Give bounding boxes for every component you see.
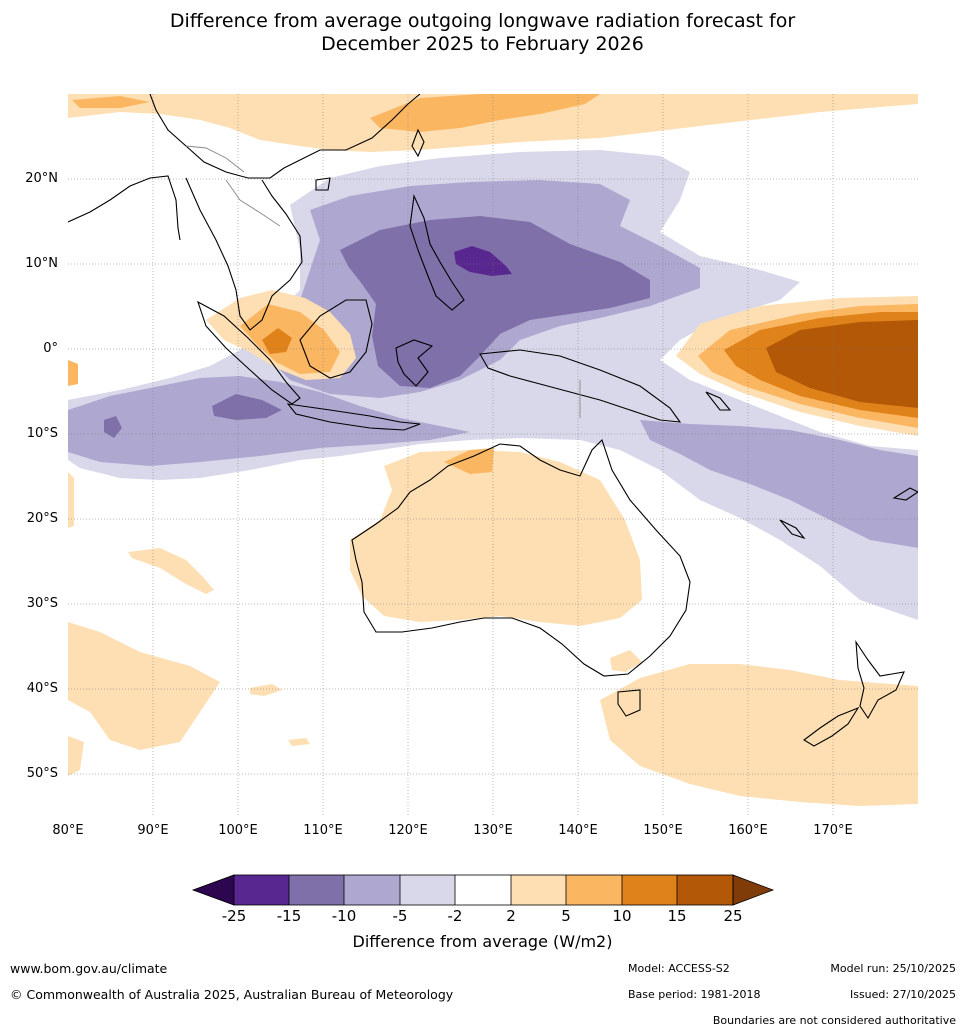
colorbar-tick-neg2: -2 bbox=[447, 907, 463, 925]
footer-disclaimer: Boundaries are not considered authoritat… bbox=[712, 1014, 956, 1027]
colorbar-tick-neg15: -15 bbox=[276, 907, 302, 925]
footer-base-period: Base period: 1981-2018 bbox=[628, 988, 761, 1001]
lon-label-170e: 170°E bbox=[813, 823, 853, 838]
anomaly-region-indian-cool-mid bbox=[68, 376, 470, 466]
coastline-taiwan bbox=[411, 128, 425, 158]
coastline-borneo bbox=[299, 299, 373, 379]
anomaly-region-china-warm bbox=[370, 94, 600, 132]
anomaly-region-top-end-warm bbox=[444, 448, 494, 474]
coastline-sumatra bbox=[197, 300, 301, 405]
colorbar-swatch-neg15 bbox=[234, 875, 289, 905]
anomaly-region-tasman-warm bbox=[600, 664, 918, 806]
footer-model: Model: ACCESS-S2 bbox=[628, 962, 730, 975]
colorbar-arrow-low bbox=[191, 874, 235, 906]
anomaly-region-south-indian-warm bbox=[68, 622, 220, 750]
lon-label-130e: 130°E bbox=[473, 823, 513, 838]
coastline-solomons bbox=[705, 391, 732, 411]
footer-model-run: Model run: 25/10/2025 bbox=[830, 962, 956, 975]
lat-label-10n: 10°N bbox=[25, 256, 58, 271]
anomaly-region-bass-warm bbox=[610, 650, 642, 672]
anomaly-region-indian-cool-strong-2 bbox=[104, 416, 122, 438]
coastline-new-guinea bbox=[479, 349, 682, 423]
anomaly-region-west-edge-warm bbox=[68, 472, 74, 528]
title-line-1: Difference from average outgoing longwav… bbox=[169, 10, 796, 32]
colorbar-tick-pos15: 15 bbox=[667, 907, 687, 925]
coastline-australia bbox=[351, 438, 691, 677]
lat-label-20n: 20°N bbox=[25, 171, 58, 186]
colorbar-swatch-pos2 bbox=[511, 875, 566, 905]
chart-title: Difference from average outgoing longwav… bbox=[0, 10, 965, 56]
coastline-nz-south bbox=[803, 706, 860, 747]
colorbar-swatch-neg2 bbox=[400, 875, 455, 905]
lat-label-0: 0° bbox=[43, 341, 58, 356]
anomaly-region-philippines-cool-extreme bbox=[454, 246, 512, 276]
colorbar-tick-neg25: -25 bbox=[221, 907, 247, 925]
coastline-sulawesi bbox=[395, 339, 434, 387]
footer-url[interactable]: www.bom.gov.au/climate bbox=[10, 961, 168, 976]
coastline-nz-north bbox=[855, 639, 905, 720]
coastline-fiji bbox=[892, 487, 918, 501]
graticule bbox=[68, 94, 918, 816]
lon-label-100e: 100°E bbox=[218, 823, 258, 838]
anomaly-region-northwest-warm bbox=[72, 96, 150, 108]
lat-label-50s: 50°S bbox=[26, 766, 58, 781]
lon-label-110e: 110°E bbox=[303, 823, 343, 838]
colorbar-tick-pos25: 25 bbox=[723, 907, 743, 925]
colorbar-swatch-neg10 bbox=[289, 875, 344, 905]
lon-label-120e: 120°E bbox=[388, 823, 428, 838]
colorbar-swatch-neg5 bbox=[344, 875, 400, 905]
anomaly-region-south-warm-small-2 bbox=[288, 738, 310, 746]
anomaly-region-borneo-warm-core bbox=[262, 328, 292, 354]
anomaly-region-west-edge-warm-2 bbox=[68, 360, 78, 386]
coastline-india bbox=[68, 175, 181, 241]
footer-issued: Issued: 27/10/2025 bbox=[849, 988, 956, 1001]
coastline-hainan bbox=[315, 177, 331, 191]
anomaly-region-south-warm-streak bbox=[128, 548, 214, 594]
coastlines bbox=[68, 94, 918, 747]
colorbar-swatch-pos15 bbox=[677, 875, 733, 905]
coastline-tasmania bbox=[617, 689, 641, 717]
colorbar-tick-neg10: -10 bbox=[331, 907, 357, 925]
anomaly-region-south-indian-warm-2 bbox=[68, 736, 84, 776]
anomaly-region-south-pacific-cool-mid bbox=[640, 420, 918, 548]
lat-label-30s: 30°S bbox=[26, 596, 58, 611]
colorbar-arrow-high bbox=[732, 874, 775, 906]
anomaly-region-indian-cool-strong bbox=[212, 394, 282, 420]
colorbar-tick-neg5: -5 bbox=[392, 907, 408, 925]
anomaly-region-wpac-cool-strong bbox=[340, 216, 650, 388]
lat-label-20s: 20°S bbox=[26, 511, 58, 526]
colorbar-swatch-zero bbox=[455, 875, 511, 905]
olr-anomaly-map bbox=[68, 94, 918, 816]
coastline-philippines bbox=[409, 194, 465, 311]
anomaly-region-north-warm bbox=[68, 94, 918, 152]
colorbar-tick-pos5: 5 bbox=[561, 907, 571, 925]
lon-label-90e: 90°E bbox=[137, 823, 169, 838]
lon-label-80e: 80°E bbox=[52, 823, 84, 838]
coastline-asia bbox=[149, 94, 421, 179]
lat-label-10s: 10°S bbox=[26, 426, 58, 441]
lon-label-140e: 140°E bbox=[558, 823, 598, 838]
border-indochina bbox=[225, 179, 281, 227]
colorbar-tick-pos10: 10 bbox=[612, 907, 632, 925]
colorbar bbox=[191, 874, 775, 906]
footer-copyright: © Commonwealth of Australia 2025, Austra… bbox=[10, 987, 454, 1002]
coastline-vanuatu bbox=[779, 519, 806, 540]
coastline-java bbox=[286, 403, 421, 431]
coastline-indochina bbox=[185, 177, 303, 331]
border-china-south bbox=[185, 145, 245, 173]
colorbar-swatch-pos10 bbox=[622, 875, 677, 905]
colorbar-tick-pos2: 2 bbox=[506, 907, 516, 925]
colorbar-swatch-pos5 bbox=[566, 875, 622, 905]
country-borders bbox=[185, 145, 581, 418]
anomaly-region-south-warm-small bbox=[250, 684, 282, 696]
anomaly-region-australia-warm bbox=[350, 450, 642, 626]
lon-label-150e: 150°E bbox=[643, 823, 683, 838]
lon-label-160e: 160°E bbox=[728, 823, 768, 838]
colorbar-label: Difference from average (W/m2) bbox=[352, 932, 613, 951]
title-line-2: December 2025 to February 2026 bbox=[321, 33, 644, 55]
lat-label-40s: 40°S bbox=[26, 681, 58, 696]
anomaly-region-pacific-warm-core bbox=[766, 320, 918, 408]
